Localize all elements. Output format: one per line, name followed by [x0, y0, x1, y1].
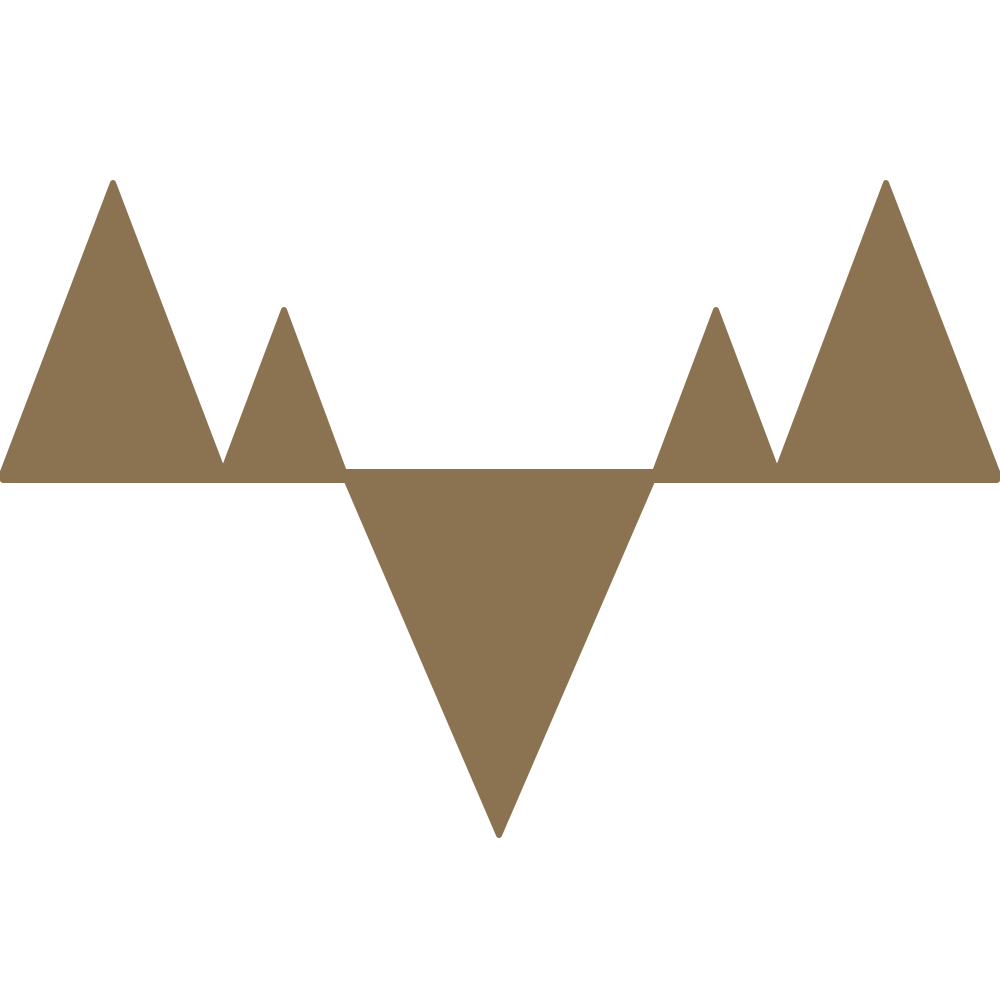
center-inverted-valley [341, 471, 658, 838]
right-small-peak [652, 307, 780, 475]
left-small-peak [220, 307, 347, 475]
right-tall-peak [774, 180, 1000, 475]
left-tall-peak [0, 180, 226, 475]
